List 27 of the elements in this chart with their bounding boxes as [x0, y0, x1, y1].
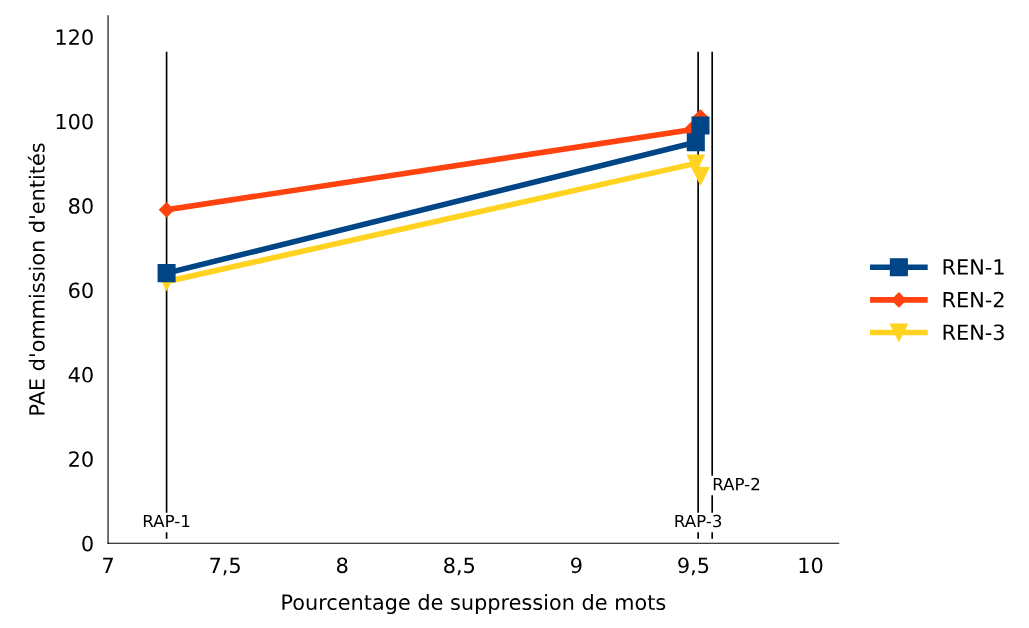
- y-tick-label: 20: [69, 451, 93, 468]
- point: [686, 133, 705, 152]
- point: [691, 167, 710, 186]
- legend-label: REN-2: [943, 291, 1004, 308]
- x-axis-title: Pourcentage de suppression de mots: [282, 593, 666, 615]
- y-tick-label: 120: [56, 29, 93, 46]
- point: [157, 264, 176, 283]
- x-tick-label: 8: [336, 557, 348, 574]
- y-tick-label: 0: [82, 535, 93, 552]
- point: [159, 202, 175, 218]
- legend-label: REN-3: [943, 324, 1004, 341]
- ref-line-label: RAP-3: [675, 514, 722, 528]
- x-tick-label: 7: [103, 557, 113, 573]
- y-tick-label: 40: [68, 366, 93, 383]
- x-tick-label: 9,5: [678, 557, 709, 576]
- y-axis-title: PAE d'ommission d'entités: [27, 143, 45, 415]
- legend-label: REN-1: [943, 259, 1004, 275]
- x-tick-label: 7,5: [210, 557, 240, 576]
- y-tick-label: 80: [69, 198, 93, 214]
- x-tick-label: 9: [571, 557, 582, 574]
- y-tick-label: 60: [69, 282, 93, 299]
- x-tick-label: 8,5: [444, 557, 475, 576]
- ref-line-label: RAP-1: [143, 514, 190, 528]
- x-tick-label: 10: [799, 557, 823, 574]
- y-tick-label: 100: [56, 113, 93, 130]
- ref-line-label: RAP-2: [713, 477, 760, 491]
- point: [691, 116, 710, 135]
